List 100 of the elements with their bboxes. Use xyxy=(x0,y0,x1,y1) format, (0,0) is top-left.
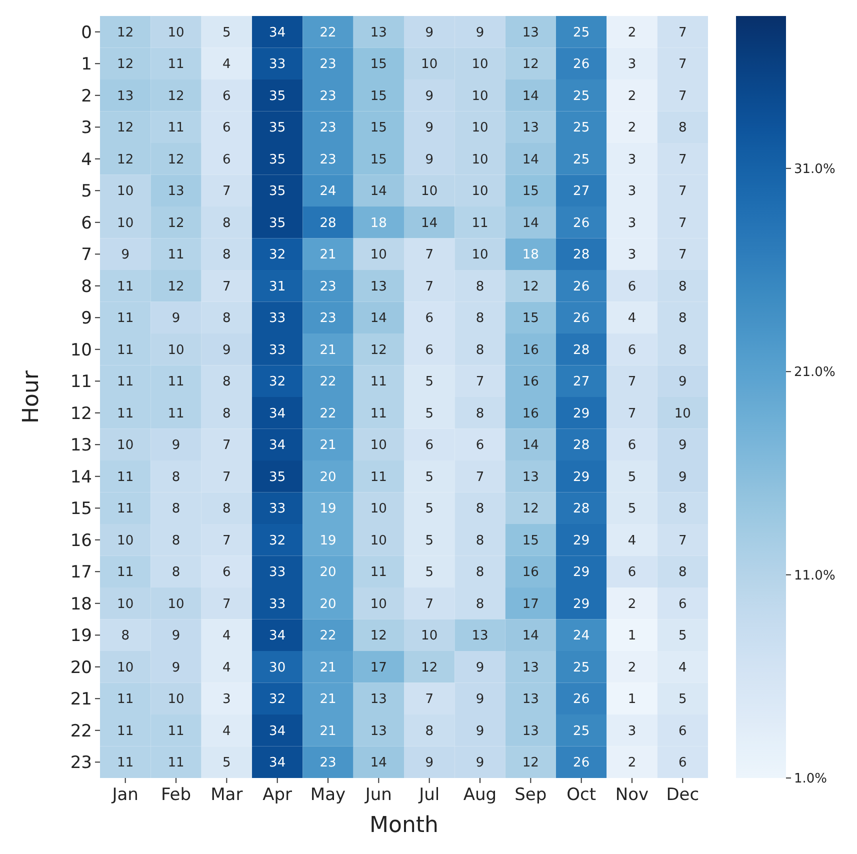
data-label: 14 xyxy=(522,438,539,454)
color-bar-label: 11.0% xyxy=(794,568,836,584)
data-label: 21 xyxy=(320,692,336,708)
data-label: 6 xyxy=(628,342,636,358)
data-label: 23 xyxy=(320,756,336,771)
data-label: 26 xyxy=(573,57,590,72)
data-label: 7 xyxy=(222,533,231,548)
data-label: 6 xyxy=(425,438,434,454)
data-label: 15 xyxy=(522,311,539,326)
data-label: 10 xyxy=(421,57,438,72)
data-label: 4 xyxy=(222,724,231,739)
data-label: 2 xyxy=(628,756,636,771)
data-label: 5 xyxy=(628,502,636,517)
data-label: 6 xyxy=(628,438,636,454)
data-label: 10 xyxy=(674,406,691,422)
y-tick-label: 22 xyxy=(70,721,92,742)
data-label: 10 xyxy=(421,184,438,200)
data-label: 34 xyxy=(269,628,286,644)
data-label: 11 xyxy=(117,342,134,358)
data-label: 9 xyxy=(476,724,484,739)
data-label: 4 xyxy=(628,533,636,548)
data-label: 14 xyxy=(421,216,438,231)
data-label: 7 xyxy=(678,216,687,231)
data-label: 3 xyxy=(628,57,636,72)
data-label: 3 xyxy=(628,184,636,200)
data-label: 8 xyxy=(172,502,180,517)
data-label: 8 xyxy=(476,533,484,548)
data-label: 5 xyxy=(425,406,434,422)
data-label: 8 xyxy=(222,406,231,422)
data-label: 8 xyxy=(476,342,484,358)
data-label: 11 xyxy=(370,406,387,422)
data-label: 4 xyxy=(222,57,231,72)
data-label: 7 xyxy=(678,533,687,548)
data-label: 6 xyxy=(222,152,231,168)
data-label: 2 xyxy=(628,88,636,104)
data-label: 35 xyxy=(269,216,286,231)
data-label: 14 xyxy=(370,756,387,771)
x-tick-label: Oct xyxy=(566,785,596,805)
data-label: 28 xyxy=(573,438,590,454)
data-label: 12 xyxy=(117,120,134,136)
data-label: 12 xyxy=(421,660,438,676)
data-label: 26 xyxy=(573,756,590,771)
data-label: 33 xyxy=(269,311,286,326)
data-label: 5 xyxy=(425,470,434,485)
data-label: 9 xyxy=(172,660,180,676)
data-label: 24 xyxy=(320,184,336,200)
data-label: 12 xyxy=(168,88,184,104)
data-label: 3 xyxy=(628,248,636,263)
data-label: 23 xyxy=(320,311,336,326)
data-label: 11 xyxy=(117,311,134,326)
data-label: 26 xyxy=(573,279,590,294)
data-label: 4 xyxy=(678,660,687,676)
data-label: 10 xyxy=(472,120,488,136)
data-label: 8 xyxy=(172,565,180,580)
x-tick-label: Feb xyxy=(160,785,192,805)
data-label: 7 xyxy=(678,152,687,168)
data-label: 19 xyxy=(320,533,336,548)
data-label: 8 xyxy=(476,565,484,580)
data-label: 7 xyxy=(425,692,434,708)
data-label: 17 xyxy=(370,660,387,676)
data-label: 4 xyxy=(222,628,231,644)
data-label: 6 xyxy=(425,342,434,358)
data-label: 13 xyxy=(522,692,539,708)
x-tick-label: Jan xyxy=(111,785,138,805)
data-label: 4 xyxy=(628,311,636,326)
data-label: 33 xyxy=(269,596,286,612)
data-label: 8 xyxy=(678,342,687,358)
color-bar-label: 1.0% xyxy=(794,772,828,787)
data-label: 12 xyxy=(522,57,539,72)
data-label: 27 xyxy=(573,184,590,200)
data-label: 10 xyxy=(168,692,184,708)
data-label: 33 xyxy=(269,57,286,72)
data-label: 5 xyxy=(678,628,687,644)
data-label: 8 xyxy=(476,596,484,612)
data-label: 11 xyxy=(472,216,488,231)
data-label: 10 xyxy=(370,438,387,454)
data-label: 29 xyxy=(573,533,590,548)
data-label: 11 xyxy=(117,756,134,771)
data-label: 23 xyxy=(320,279,336,294)
data-label: 4 xyxy=(222,660,231,676)
data-label: 15 xyxy=(370,152,387,168)
data-label: 11 xyxy=(168,248,184,263)
data-label: 13 xyxy=(522,470,539,485)
data-label: 35 xyxy=(269,152,286,168)
data-label: 12 xyxy=(168,152,184,168)
data-label: 35 xyxy=(269,120,286,136)
data-label: 15 xyxy=(370,57,387,72)
data-label: 12 xyxy=(117,25,134,40)
y-tick-label: 14 xyxy=(70,467,92,488)
data-label: 25 xyxy=(573,724,590,739)
data-label: 34 xyxy=(269,724,286,739)
x-tick-label: Sep xyxy=(514,785,547,805)
y-tick-label: 17 xyxy=(70,562,92,583)
data-label: 5 xyxy=(222,25,231,40)
data-label: 8 xyxy=(678,120,687,136)
data-label: 20 xyxy=(320,596,336,612)
data-label: 6 xyxy=(476,438,484,454)
data-label: 2 xyxy=(628,25,636,40)
data-label: 8 xyxy=(172,470,180,485)
data-label: 12 xyxy=(522,756,539,771)
